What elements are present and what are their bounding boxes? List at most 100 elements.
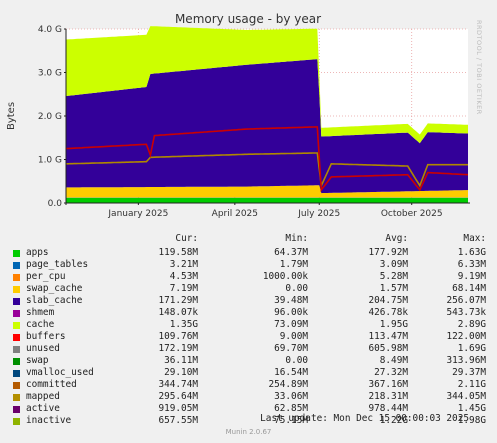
legend-min-value: 39.48M	[274, 295, 308, 306]
legend-cur-value: 344.74M	[158, 379, 198, 390]
legend-avg-value: 204.75M	[368, 295, 408, 306]
legend-row-buffers: buffers 109.76M 9.00M 113.47M 122.00M	[0, 331, 497, 343]
legend-max-value: 256.07M	[446, 295, 486, 306]
legend-cur-value: 7.19M	[169, 283, 198, 294]
y-tick-label: 0.0	[48, 199, 63, 209]
legend-avg-value: 5.28M	[379, 271, 408, 282]
legend-cur-value: 919.05M	[158, 403, 198, 414]
legend-header-min: Min:	[285, 233, 308, 244]
legend-max-value: 68.14M	[452, 283, 486, 294]
legend-avg-value: 1.57M	[379, 283, 408, 294]
legend-max-value: 313.96M	[446, 355, 486, 366]
legend-name: shmem	[26, 307, 55, 318]
legend-cur-value: 3.21M	[169, 259, 198, 270]
x-tick-label: January 2025	[107, 209, 168, 219]
legend-max-value: 344.05M	[446, 391, 486, 402]
memory-chart: 0.0 1.0 G 2.0 G 3.0 G 4.0 G January 2025 Apri…	[6, 12, 470, 219]
legend-name: page_tables	[26, 259, 89, 270]
y-axis: 0.0 1.0 G 2.0 G 3.0 G 4.0 G	[38, 25, 66, 209]
x-tick-label: April 2025	[212, 209, 258, 219]
legend-cur-value: 119.58M	[158, 247, 198, 258]
x-axis: January 2025 April 2025 July 2025 October 2…	[107, 203, 443, 219]
legend-header-max: Max:	[463, 233, 486, 244]
legend-name: active	[26, 403, 60, 414]
series-area-apps	[66, 197, 468, 203]
legend-cur-value: 148.07k	[158, 307, 198, 318]
legend-avg-value: 605.98M	[368, 343, 408, 354]
series-area-slab_cache	[66, 185, 468, 198]
legend-min-value: 0.00	[285, 355, 308, 366]
legend-avg-value: 3.09M	[379, 259, 408, 270]
series-line-committed	[66, 152, 468, 189]
legend-min-value: 33.06M	[274, 391, 308, 402]
legend-max-value: 9.19M	[457, 271, 486, 282]
legend-max-value: 1.98G	[457, 415, 486, 426]
legend-swatch	[13, 406, 20, 413]
legend-cur-value: 172.19M	[158, 343, 198, 354]
legend-row-swap: swap 36.11M 0.00 8.49M 313.96M	[0, 355, 497, 367]
legend-swatch	[13, 298, 20, 305]
last-update: Last update: Mon Dec 15 00:00:03 2025	[260, 413, 469, 424]
legend-cur-value: 1.35G	[169, 319, 198, 330]
chart-title: Memory usage - by year	[175, 12, 321, 26]
x-tick-label: July 2025	[297, 209, 340, 219]
y-axis-label: Bytes	[6, 102, 17, 130]
x-tick-label: October 2025	[381, 209, 443, 219]
legend-cur-value: 4.53M	[169, 271, 198, 282]
series-area-cache	[66, 59, 468, 194]
legend-row-unused: unused 172.19M 69.70M 605.98M 1.69G	[0, 343, 497, 355]
legend-avg-value: 27.32M	[374, 367, 408, 378]
legend-row-apps: apps 119.58M 64.37M 177.92M 1.63G	[0, 247, 497, 259]
legend-swatch	[13, 274, 20, 281]
legend-row-shmem: shmem 148.07k 96.00k 426.78k 543.73k	[0, 307, 497, 319]
legend-max-value: 122.00M	[446, 331, 486, 342]
legend-avg-value: 113.47M	[368, 331, 408, 342]
legend-cur-value: 657.55M	[158, 415, 198, 426]
legend-min-value: 75.15M	[274, 415, 308, 426]
legend-row-per_cpu: per_cpu 4.53M 1000.00k 5.28M 9.19M	[0, 271, 497, 283]
legend-row-cache: cache 1.35G 73.09M 1.95G 2.89G	[0, 319, 497, 331]
legend-row-vmalloc_used: vmalloc_used 29.10M 16.54M 27.32M 29.37M	[0, 367, 497, 379]
legend-row-page_tables: page_tables 3.21M 1.79M 3.09M 6.33M	[0, 259, 497, 271]
y-tick-label: 3.0 G	[38, 69, 62, 79]
legend-min-value: 69.70M	[274, 343, 308, 354]
legend-max-value: 1.63G	[457, 247, 486, 258]
y-tick-label: 1.0 G	[38, 156, 62, 166]
legend-row-slab_cache: slab_cache 171.29M 39.48M 204.75M 256.07M	[0, 295, 497, 307]
legend-name: cache	[26, 319, 55, 330]
legend-avg-value: 426.78k	[368, 307, 408, 318]
y-tick-label: 4.0 G	[38, 25, 62, 35]
legend-avg-value: 367.16M	[368, 379, 408, 390]
legend-header-cur: Cur:	[175, 233, 198, 244]
legend-name: slab_cache	[26, 295, 83, 306]
legend-row-committed: committed 344.74M 254.89M 367.16M 2.11G	[0, 379, 497, 391]
legend-min-value: 96.00k	[274, 307, 308, 318]
legend-swatch	[13, 334, 20, 341]
legend-avg-value: 1.95G	[379, 319, 408, 330]
legend-avg-value: 177.92M	[368, 247, 408, 258]
legend-max-value: 2.89G	[457, 319, 486, 330]
series-area-unused	[66, 26, 468, 144]
series-lines	[65, 126, 469, 193]
legend-avg-value: 8.49M	[379, 355, 408, 366]
legend-max-value: 1.45G	[457, 403, 486, 414]
legend-cur-value: 36.11M	[164, 355, 198, 366]
legend-name: apps	[26, 247, 49, 258]
legend-name: swap	[26, 355, 49, 366]
legend-avg-value: 218.31M	[368, 391, 408, 402]
series-line-inactive	[65, 126, 469, 193]
legend-name: swap_cache	[26, 283, 83, 294]
legend-min-value: 64.37M	[274, 247, 308, 258]
legend-min-value: 9.00M	[279, 331, 308, 342]
legend-max-value: 6.33M	[457, 259, 486, 270]
legend-min-value: 1.79M	[279, 259, 308, 270]
legend-min-value: 254.89M	[268, 379, 308, 390]
legend-row-active: active 919.05M 62.85M 978.44M 1.45G	[0, 403, 497, 415]
legend-avg-value: 978.44M	[368, 403, 408, 414]
legend-name: vmalloc_used	[26, 367, 94, 378]
legend-name: unused	[26, 343, 60, 354]
legend-swatch	[13, 418, 20, 425]
legend-min-value: 16.54M	[274, 367, 308, 378]
legend-swatch	[13, 394, 20, 401]
legend-header-avg: Avg:	[385, 233, 408, 244]
